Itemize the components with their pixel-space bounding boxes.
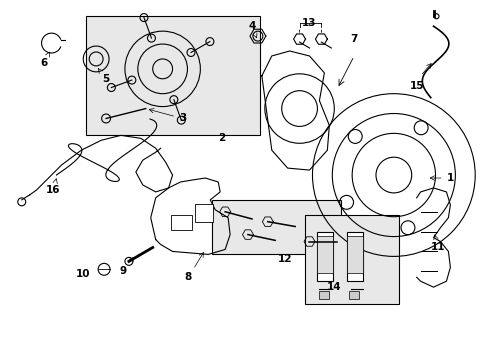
Text: 7: 7 (350, 34, 357, 44)
Text: 14: 14 (326, 282, 341, 292)
Text: 12: 12 (277, 255, 291, 264)
Text: 16: 16 (46, 179, 61, 195)
Text: 9: 9 (119, 257, 133, 276)
Bar (317, 231, 333, 281)
Bar (212, 200, 341, 255)
Bar (304, 215, 398, 304)
Bar (170, 215, 192, 230)
Text: 1: 1 (429, 173, 453, 183)
Text: 8: 8 (184, 252, 203, 282)
Bar (195, 204, 213, 222)
Bar (348, 291, 358, 299)
Text: 4: 4 (248, 21, 257, 38)
Bar (317, 235, 333, 273)
Text: 10: 10 (76, 269, 90, 279)
Bar (346, 231, 362, 281)
Bar (319, 291, 328, 299)
Text: 11: 11 (430, 235, 445, 252)
Text: 6: 6 (40, 52, 50, 68)
Bar (346, 235, 362, 273)
Bar (86, 16, 259, 135)
Text: 2: 2 (218, 133, 225, 143)
Text: 15: 15 (408, 81, 423, 91)
Text: 3: 3 (149, 108, 186, 123)
Text: 13: 13 (302, 18, 316, 28)
Text: 5: 5 (98, 69, 109, 84)
